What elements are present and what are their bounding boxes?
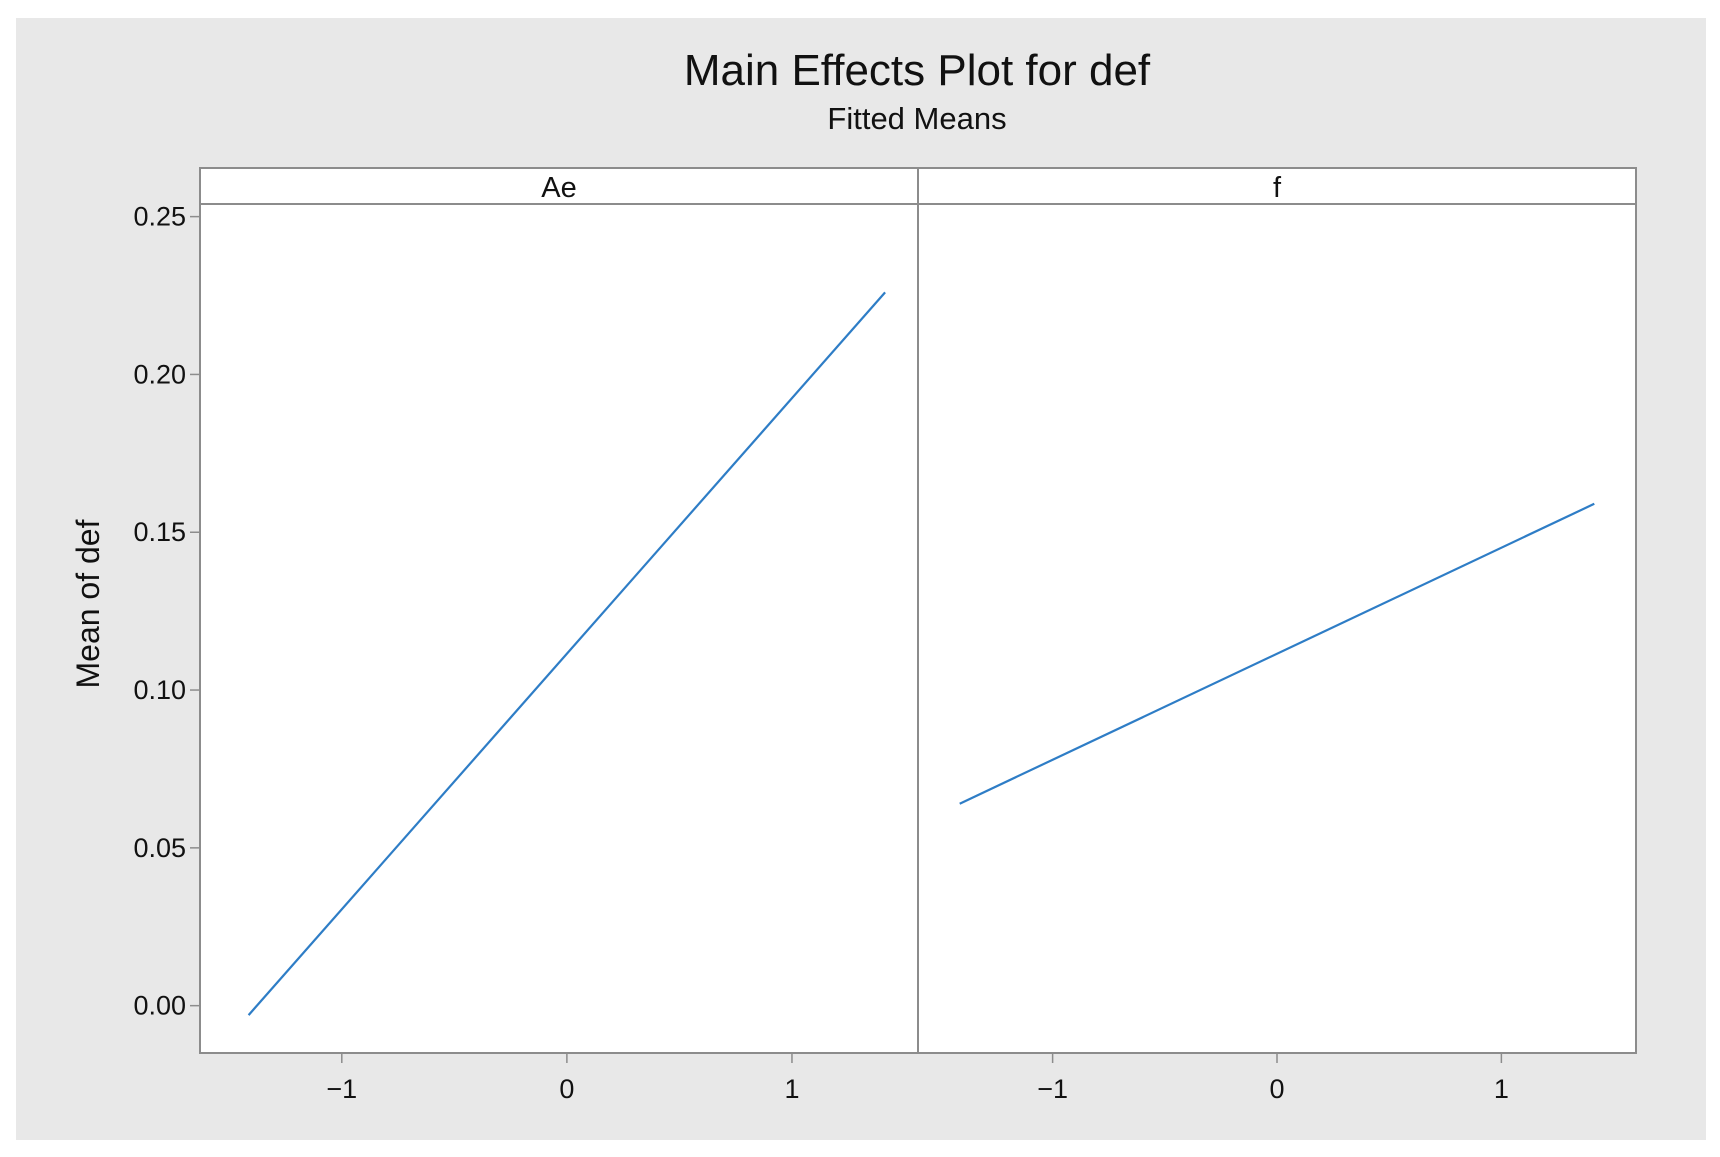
y-tick-label: 0.05 <box>133 833 186 863</box>
chart-subtitle: Fitted Means <box>827 101 1006 136</box>
x-tick-label-f: 0 <box>1269 1074 1284 1104</box>
y-tick-label: 0.25 <box>133 202 186 232</box>
y-tick-label: 0.10 <box>133 675 186 705</box>
panel-label-f: f <box>1273 172 1282 204</box>
y-tick-label: 0.00 <box>133 991 186 1021</box>
x-tick-label-ae: 0 <box>559 1074 574 1104</box>
y-tick-label: 0.20 <box>133 359 186 389</box>
y-tick-label: 0.15 <box>133 517 186 547</box>
chart-title: Main Effects Plot for def <box>684 46 1151 95</box>
x-tick-label-ae: 1 <box>784 1074 799 1104</box>
panel-label-ae: Ae <box>541 172 576 204</box>
plot-layer: 0.00 0.05 0.10 0.15 0.20 0.25 Ae −1 0 1 f −1 0 1 <box>133 167 1637 1104</box>
plot-frame <box>199 167 1637 1054</box>
fitted-line-ae <box>247 291 886 1016</box>
x-tick-label-f: 1 <box>1494 1074 1509 1104</box>
x-tick-label-ae: −1 <box>326 1074 357 1104</box>
x-tick-label-f: −1 <box>1037 1074 1068 1104</box>
y-axis-label: Mean of def <box>70 519 106 688</box>
fitted-line-f <box>959 502 1595 805</box>
